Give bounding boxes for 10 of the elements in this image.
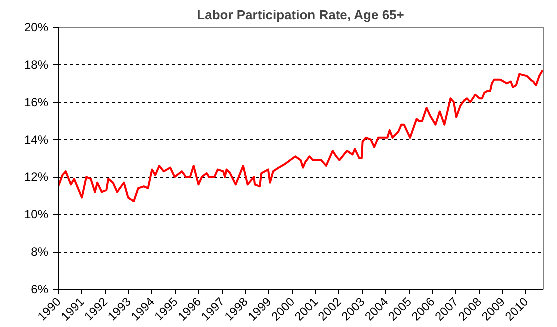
y-tick-label: 6% <box>31 282 49 296</box>
y-tick-label: 10% <box>24 208 49 222</box>
chart-title: Labor Participation Rate, Age 65+ <box>197 8 405 22</box>
y-tick-label: 20% <box>24 20 49 34</box>
y-tick-label: 8% <box>31 245 49 260</box>
y-tick-label: 14% <box>24 132 49 147</box>
y-tick-label: 18% <box>24 58 49 72</box>
line-series <box>58 70 544 203</box>
y-tick-label: 16% <box>24 95 49 110</box>
y-tick-label: 12% <box>24 170 49 184</box>
